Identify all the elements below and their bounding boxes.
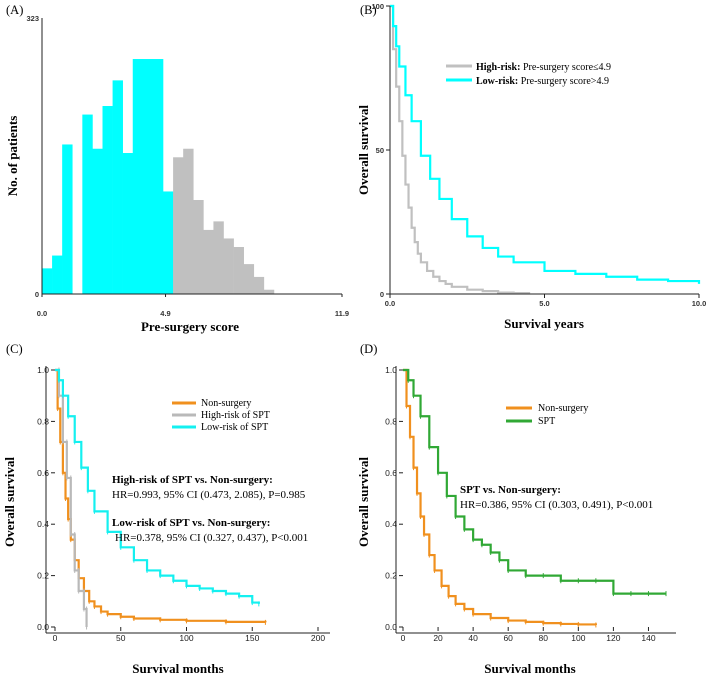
y-tick-label: 0.4	[37, 519, 49, 529]
y-tick-label: 50	[376, 146, 384, 155]
x-axis-label: Survival months	[484, 661, 575, 676]
histogram-bar	[82, 114, 93, 294]
x-axis-label: Survival months	[132, 661, 223, 676]
x-tick-label: 5.0	[539, 299, 549, 308]
y-tick-label: 0.2	[37, 571, 49, 581]
legend-high-risk: High-risk: Pre-surgery score≤4.9	[476, 62, 611, 73]
histogram-bar	[42, 268, 53, 294]
histogram-bar	[173, 157, 184, 294]
x-tick-label: 4.9	[160, 309, 170, 318]
histogram-bar	[122, 153, 134, 294]
x-tick-label: 50	[116, 633, 126, 643]
panel-label-c: (C)	[6, 342, 23, 356]
y-axis-label: No. of patients	[5, 116, 20, 197]
histogram-bar	[102, 106, 113, 294]
histogram-bar	[142, 59, 154, 295]
x-tick-label: 100	[571, 633, 585, 643]
y-tick-label: 0	[35, 290, 39, 299]
y-tick-label: 323	[26, 14, 39, 23]
x-tick-label: 10.0	[692, 299, 707, 308]
y-tick-label: 0.8	[385, 416, 397, 426]
annotation-high-risk-title: High-risk of SPT vs. Non-surgery:	[112, 474, 273, 486]
histogram-bar	[223, 238, 234, 294]
y-tick-label: 0.6	[37, 468, 49, 478]
legend: High-risk: Pre-surgery score≤4.9 Low-ris…	[446, 62, 611, 87]
histogram-bar	[52, 255, 63, 294]
x-tick-label: 0.0	[37, 309, 47, 318]
x-tick-label: 200	[311, 633, 325, 643]
histogram-bar	[233, 247, 244, 294]
y-tick-label: 1.0	[385, 365, 397, 375]
x-tick-label: 0.0	[385, 299, 395, 308]
x-tick-label: 140	[641, 633, 655, 643]
legend-non-surgery: Non-surgery	[201, 398, 251, 409]
chart-survival-two-groups: 0 20 40 60 80 100 120 140 0.0 0.2 0.4 0.6 0.8 1.0 Non…	[356, 365, 676, 676]
panel-label-d: (D)	[360, 342, 378, 356]
annotation-low-risk-hr: HR=0.378, 95% CI (0.327, 0.437), P<0.001	[115, 532, 308, 544]
x-tick-label: 20	[433, 633, 443, 643]
y-tick-label: 0.8	[37, 416, 49, 426]
y-tick-label: 100	[371, 2, 384, 11]
legend-low-risk-spt: Low-risk of SPT	[201, 422, 268, 433]
histogram-bar	[92, 148, 103, 294]
y-tick-label: 0.4	[385, 519, 397, 529]
annotation-spt-hr: HR=0.386, 95% CI (0.303, 0.491), P<0.001	[460, 499, 653, 511]
panel-label-a: (A)	[6, 3, 24, 17]
x-tick-label: 0	[401, 633, 406, 643]
series-line-high-risk	[390, 4, 531, 295]
x-axis-label: Pre-surgery score	[141, 319, 239, 334]
histogram-bar	[183, 148, 194, 294]
annotation-high-risk-hr: HR=0.993, 95% CI (0.473, 2.085), P=0.985	[112, 489, 306, 501]
histogram-bar	[253, 276, 265, 294]
x-tick-label: 80	[539, 633, 549, 643]
y-axis-label: Overall survival	[2, 457, 17, 547]
y-tick-label: 0.6	[385, 468, 397, 478]
panel-label-b: (B)	[360, 3, 377, 17]
x-tick-label: 100	[179, 633, 193, 643]
y-axis-label: Overall survival	[356, 105, 371, 195]
legend: Non-surgery High-risk of SPT Low-risk of…	[172, 398, 270, 433]
y-tick-label: 0.0	[37, 622, 49, 632]
histogram-bar	[62, 144, 73, 294]
histogram-bar	[213, 221, 224, 294]
x-axis-label: Survival years	[504, 316, 584, 331]
histogram-bar	[163, 191, 174, 294]
y-tick-label: 0.2	[385, 571, 397, 581]
histogram-bar	[243, 264, 255, 294]
y-axis-label: Overall survival	[356, 457, 371, 547]
series-line-spt	[403, 368, 666, 595]
legend-high-risk-spt: High-risk of SPT	[201, 410, 270, 421]
histogram-bar	[152, 59, 164, 295]
x-tick-label: 120	[606, 633, 620, 643]
chart-survival-years: 0.0 5.0 10.0 0 50 100 High-risk: Pre-surgery …	[356, 2, 707, 331]
annotation-spt-title: SPT vs. Non-surgery:	[460, 484, 561, 496]
legend: Non-surgery SPT	[506, 403, 588, 427]
chart-survival-three-groups: 0 50 100 150 200 0.0 0.2 0.4 0.6 0.8 1.0 Non-surge…	[2, 365, 330, 676]
legend-spt: SPT	[538, 416, 555, 427]
histogram-bar	[263, 289, 275, 294]
legend-low-risk: Low-risk: Pre-surgery score>4.9	[476, 76, 609, 87]
histogram-bar	[203, 229, 214, 294]
x-tick-label: 40	[468, 633, 478, 643]
histogram-bar	[112, 80, 123, 294]
histogram-bar	[132, 59, 144, 295]
y-tick-label: 1.0	[37, 365, 49, 375]
annotation-low-risk-title: Low-risk of SPT vs. Non-surgery:	[112, 517, 270, 529]
series-line-low-risk	[390, 4, 701, 284]
x-tick-label: 11.9	[335, 309, 349, 318]
x-tick-label: 150	[245, 633, 259, 643]
chart-histogram: 0.0 4.9 11.9 0 323 Pre-surgery score No. of …	[5, 14, 349, 334]
y-tick-label: 0	[380, 290, 384, 299]
x-tick-label: 60	[503, 633, 513, 643]
y-tick-label: 0.0	[385, 622, 397, 632]
legend-non-surgery: Non-surgery	[538, 403, 588, 414]
x-tick-label: 0	[53, 633, 58, 643]
histogram-bar	[193, 200, 204, 294]
